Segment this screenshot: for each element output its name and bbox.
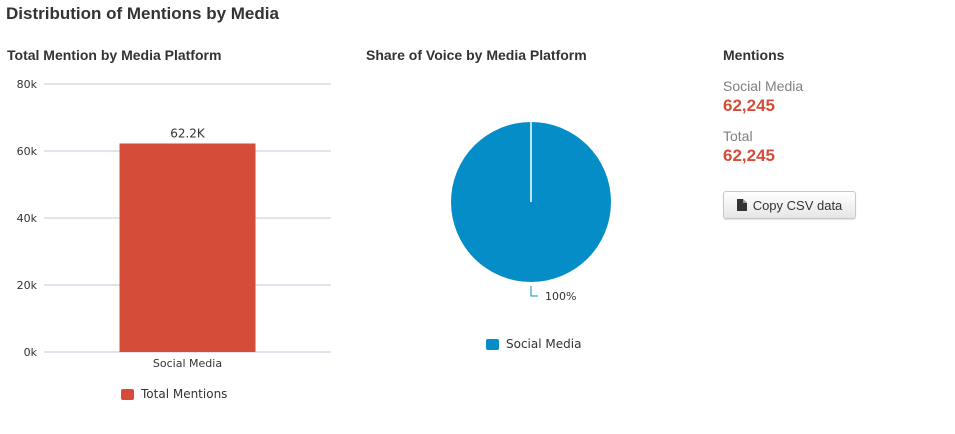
bar-legend[interactable]: Total Mentions — [121, 387, 227, 401]
bar-legend-swatch — [121, 388, 134, 400]
document-icon — [736, 199, 747, 211]
bar-marks: 62.2K — [119, 126, 256, 352]
stat-total-label: Total — [723, 128, 753, 144]
bar-x-ticks: Social Media — [153, 357, 222, 370]
pie-data-label: 100% — [545, 290, 576, 303]
pie-legend-swatch — [486, 338, 499, 350]
mentions-title: Mentions — [723, 47, 785, 63]
stat-social-media: Social Media 62,245 — [723, 78, 803, 116]
stat-social-media-label: Social Media — [723, 78, 804, 94]
bar-y-tick-label: 40k — [17, 212, 38, 225]
stat-social-media-value: 62,245 — [723, 96, 775, 115]
bar — [119, 143, 256, 352]
bar-y-tick-label: 0k — [24, 346, 38, 359]
copy-csv-button[interactable]: Copy CSV data — [723, 191, 856, 219]
bar-y-tick-label: 20k — [17, 279, 38, 292]
pie-marks: 100% — [451, 122, 611, 303]
stat-total: Total 62,245 — [723, 128, 775, 166]
bar-chart: 0k 20k 40k 60k 80k 62.2K Social Media — [17, 78, 331, 370]
bar-x-tick-label: Social Media — [153, 357, 222, 370]
pie-legend-label: Social Media — [506, 337, 582, 351]
bar-legend-label: Total Mentions — [141, 387, 228, 401]
pie-label-connector — [530, 286, 538, 297]
bar-y-tick-label: 80k — [17, 78, 38, 91]
bar-chart-title: Total Mention by Media Platform — [7, 47, 222, 63]
page-title: Distribution of Mentions by Media — [6, 4, 279, 23]
bar-y-tick-label: 60k — [17, 145, 38, 158]
pie-chart-title: Share of Voice by Media Platform — [366, 47, 587, 63]
pie-legend[interactable]: Social Media — [486, 337, 581, 351]
copy-csv-label: Copy CSV data — [752, 197, 843, 213]
bar-y-ticks: 0k 20k 40k 60k 80k — [17, 78, 38, 359]
stat-total-value: 62,245 — [723, 146, 775, 165]
pie-chart: 100% — [451, 122, 611, 303]
bar-data-label: 62.2K — [170, 126, 206, 140]
